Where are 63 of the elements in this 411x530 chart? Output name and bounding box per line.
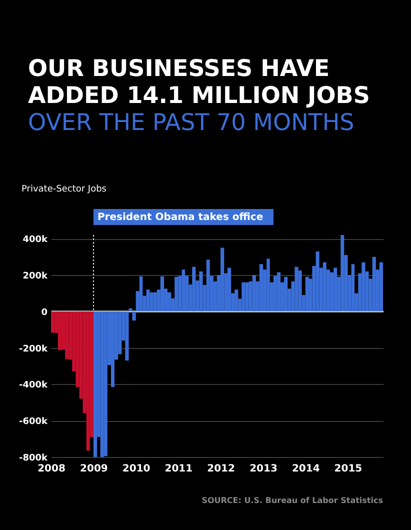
x-tick-label: 2014 — [292, 464, 320, 474]
y-tick-label: 0 — [41, 308, 48, 318]
chart-subtitle: OVER THE PAST 70 MONTHS — [28, 110, 354, 136]
bar — [146, 290, 150, 312]
bar — [379, 262, 383, 312]
bar — [182, 270, 186, 312]
bar — [340, 235, 344, 312]
y-tick-label: -200k — [18, 344, 49, 354]
bar — [93, 311, 98, 457]
bar — [51, 311, 55, 333]
bar — [110, 311, 114, 387]
bar — [305, 276, 309, 312]
bar — [206, 260, 210, 312]
bar — [160, 276, 164, 312]
bar — [259, 264, 264, 312]
bar — [65, 311, 69, 360]
chart-title: OUR BUSINESSES HAVE ADDED 14.1 MILLION JOBS — [28, 56, 370, 109]
bar — [362, 262, 366, 312]
bar — [322, 262, 326, 312]
bar — [294, 266, 298, 312]
bar — [153, 292, 157, 312]
y-tick-label: -600k — [18, 417, 49, 428]
bar — [316, 251, 320, 312]
bar — [104, 311, 108, 456]
x-tick-label: 2011 — [164, 464, 193, 474]
y-tick-label: 200k — [22, 272, 49, 282]
bar — [220, 248, 224, 312]
x-tick-label: 2012 — [207, 464, 235, 474]
bar — [245, 282, 249, 312]
y-tick-label: -800k — [18, 454, 49, 464]
bar — [330, 272, 334, 312]
x-tick-label: 2008 — [38, 464, 66, 474]
y-tick-label: 400k — [22, 235, 49, 246]
bar — [125, 311, 129, 361]
x-tick-label: 2009 — [80, 464, 108, 474]
bar — [252, 275, 256, 312]
bar — [199, 271, 203, 312]
y-tick-label: -400k — [18, 380, 49, 391]
bar — [276, 272, 281, 312]
bar — [58, 311, 62, 350]
y-axis-title: Private-Sector Jobs — [22, 184, 107, 194]
source-note: SOURCE: U.S. Bureau of Labor Statistics — [202, 496, 383, 505]
bar — [242, 282, 246, 312]
bar — [139, 276, 143, 312]
bar — [168, 292, 172, 312]
bar — [234, 290, 238, 312]
bar — [174, 276, 178, 312]
x-tick-label: 2010 — [122, 464, 150, 474]
bar — [372, 256, 376, 312]
bar — [228, 268, 232, 312]
bar — [128, 308, 132, 312]
bar — [86, 311, 90, 451]
bar — [351, 264, 355, 312]
bar — [150, 292, 154, 312]
x-tick-label: 2015 — [334, 464, 362, 474]
bar — [192, 266, 196, 312]
x-tick-label: 2013 — [250, 464, 278, 474]
bar — [132, 311, 136, 321]
ref-line-label: President Obama takes office — [97, 212, 264, 223]
bar — [298, 270, 302, 312]
bar — [284, 276, 288, 312]
bar — [266, 258, 270, 312]
bar — [100, 311, 104, 457]
